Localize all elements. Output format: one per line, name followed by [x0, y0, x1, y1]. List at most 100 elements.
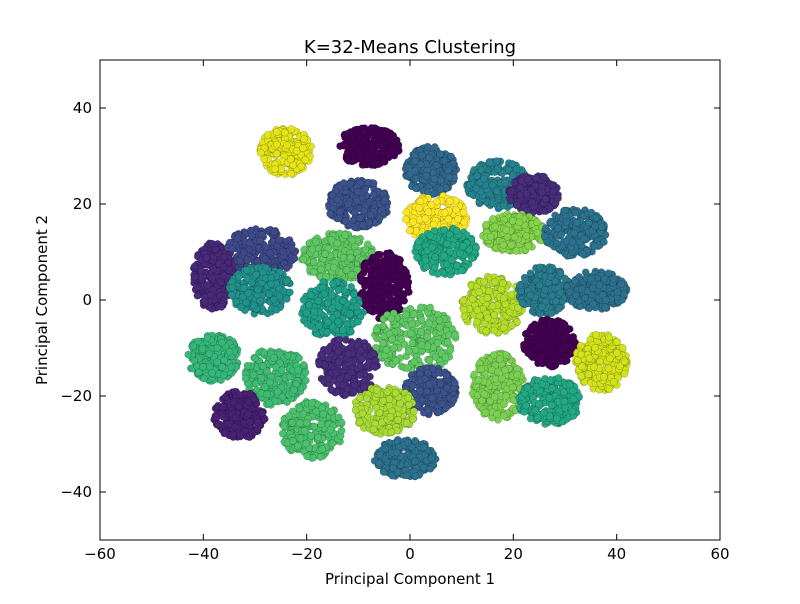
data-point — [408, 320, 417, 328]
data-point — [266, 249, 274, 257]
data-point — [367, 147, 376, 155]
data-point — [361, 245, 370, 254]
data-point — [513, 201, 521, 209]
data-point — [283, 141, 291, 150]
data-point — [350, 156, 359, 165]
data-point — [299, 255, 308, 264]
data-point — [203, 281, 212, 289]
data-point — [355, 148, 364, 157]
data-point — [589, 284, 597, 292]
data-point — [526, 291, 534, 300]
data-point — [491, 222, 499, 231]
data-point — [417, 328, 425, 336]
data-point — [620, 290, 628, 298]
data-point — [488, 199, 496, 208]
data-point — [327, 236, 336, 244]
data-point — [565, 288, 574, 296]
data-point — [546, 266, 554, 275]
data-point — [507, 241, 516, 249]
data-point — [267, 280, 275, 288]
data-point — [303, 320, 311, 328]
data-point — [200, 298, 209, 306]
cluster-2 — [336, 124, 403, 169]
data-point — [431, 253, 439, 261]
data-point — [375, 214, 384, 223]
data-point — [302, 309, 311, 317]
data-point — [447, 152, 455, 161]
data-point — [598, 223, 606, 231]
data-point — [450, 331, 459, 340]
data-point — [411, 174, 420, 183]
data-point — [423, 333, 432, 341]
data-point — [308, 245, 316, 254]
data-point — [590, 242, 599, 251]
data-point — [480, 277, 488, 286]
data-point — [482, 327, 490, 335]
data-point — [347, 283, 355, 291]
data-point — [433, 270, 442, 278]
cluster-7 — [505, 172, 562, 217]
data-point — [592, 213, 601, 222]
data-point — [403, 364, 412, 372]
data-point — [257, 149, 265, 157]
data-point — [328, 191, 337, 200]
data-point — [475, 288, 483, 296]
data-point — [428, 243, 436, 252]
data-point — [378, 288, 387, 297]
data-point — [273, 140, 281, 149]
data-point — [300, 135, 308, 143]
data-point — [350, 208, 359, 217]
data-point — [260, 155, 268, 163]
data-point — [540, 232, 549, 241]
data-point — [547, 309, 556, 317]
data-point — [359, 221, 367, 230]
data-point — [502, 226, 510, 234]
data-point — [405, 288, 413, 296]
data-point — [217, 278, 225, 287]
data-point — [444, 215, 453, 224]
data-point — [490, 311, 499, 319]
data-point — [436, 185, 445, 194]
data-point — [444, 173, 453, 181]
data-point — [425, 153, 434, 162]
data-point — [507, 290, 516, 299]
data-point — [353, 187, 362, 196]
data-point — [334, 286, 343, 294]
data-point — [310, 307, 319, 316]
data-point — [286, 288, 294, 297]
data-point — [389, 148, 397, 157]
data-point — [521, 277, 529, 285]
data-point — [390, 286, 398, 295]
data-point — [501, 178, 510, 187]
data-point — [344, 200, 352, 209]
data-point — [343, 156, 352, 164]
data-point — [366, 211, 375, 219]
data-point — [492, 157, 501, 165]
data-point — [388, 335, 396, 344]
data-point — [360, 128, 369, 136]
data-point — [468, 295, 477, 303]
data-point — [272, 128, 281, 136]
data-point — [473, 306, 482, 314]
data-point — [383, 278, 391, 286]
data-point — [510, 233, 519, 241]
data-point — [417, 341, 426, 349]
data-point — [314, 297, 323, 305]
data-point — [283, 276, 291, 285]
data-point — [581, 294, 589, 302]
data-point — [372, 325, 381, 334]
data-point — [353, 302, 361, 311]
data-point — [228, 283, 237, 292]
data-point — [387, 314, 395, 323]
data-point — [515, 218, 524, 227]
data-point — [577, 285, 586, 293]
data-point — [400, 297, 408, 305]
data-point — [443, 240, 451, 248]
data-point — [354, 318, 362, 326]
data-point — [265, 290, 274, 298]
data-point — [193, 283, 201, 292]
data-point — [220, 263, 228, 271]
data-point — [339, 326, 347, 334]
data-point — [522, 232, 531, 240]
